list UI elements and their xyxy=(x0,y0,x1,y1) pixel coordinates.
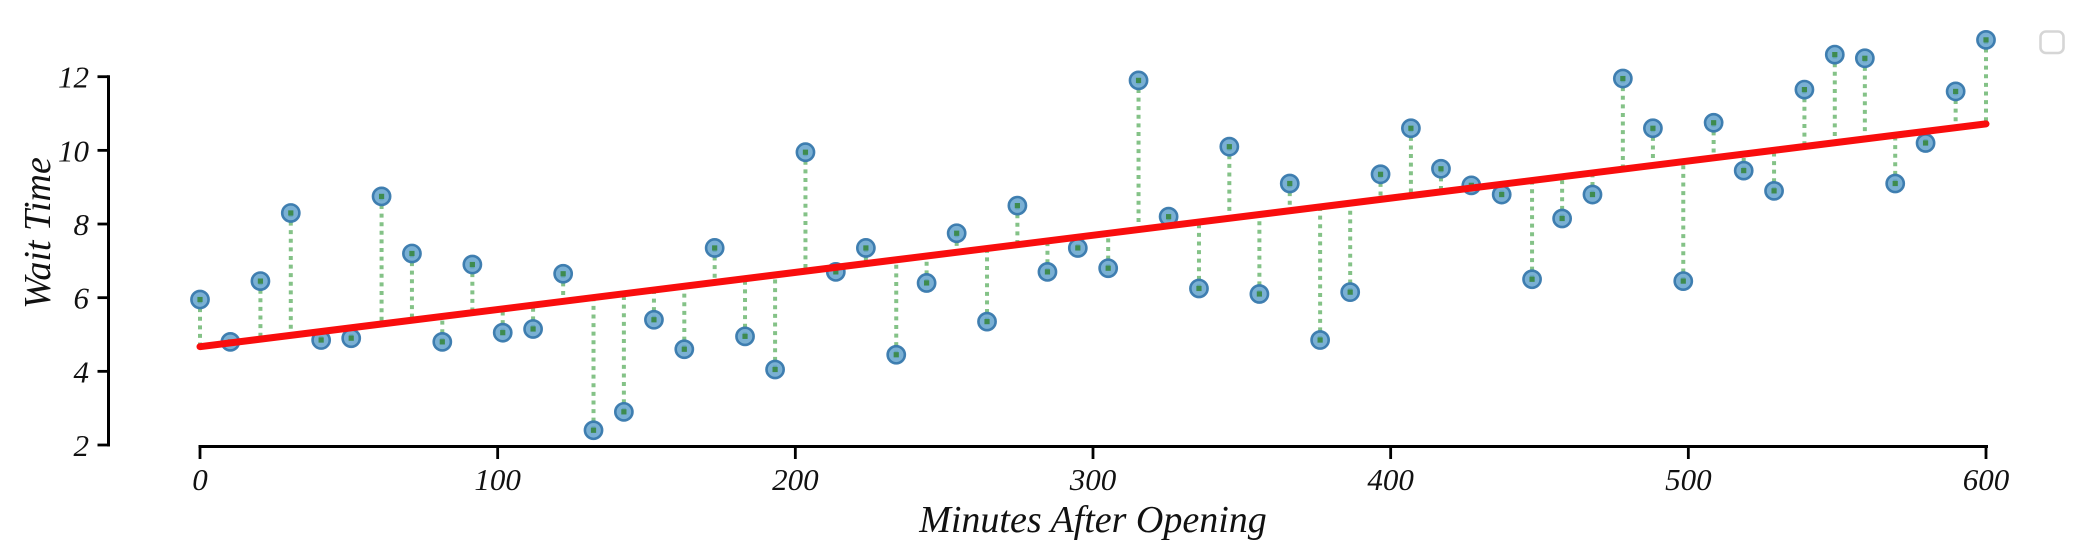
residual-marker xyxy=(560,271,566,277)
residual-marker xyxy=(1014,203,1020,209)
residual-marker xyxy=(712,245,718,251)
trend-line-group xyxy=(196,120,1990,351)
x-tick-label: 300 xyxy=(1069,462,1117,497)
x-axis-label: Minutes After Opening xyxy=(918,499,1267,541)
y-tick-label: 8 xyxy=(74,207,90,242)
residual-marker xyxy=(1801,86,1808,93)
residual-marker xyxy=(1499,191,1505,198)
residual-marker xyxy=(197,296,203,303)
residual-marker xyxy=(288,210,294,216)
residual-marker xyxy=(1105,265,1111,271)
residual-marker xyxy=(1741,168,1747,174)
residual-marker xyxy=(1589,191,1596,198)
residual-marker xyxy=(893,352,899,358)
residual-marker xyxy=(500,330,506,336)
y-tick-label: 6 xyxy=(74,281,90,316)
residual-marker xyxy=(590,427,597,433)
residual-marker xyxy=(1650,125,1656,131)
residual-marker xyxy=(1620,75,1626,82)
residual-marker xyxy=(651,317,657,323)
residual-marker xyxy=(1862,55,1868,61)
residual-marker xyxy=(469,261,475,268)
y-axis-label: Wait Time xyxy=(17,157,59,309)
residual-marker xyxy=(742,333,748,339)
residual-marker xyxy=(1529,276,1535,282)
residual-marker xyxy=(1347,289,1353,295)
residual-marker xyxy=(1680,278,1686,284)
regression-line xyxy=(196,120,1990,351)
residual-marker xyxy=(833,269,839,275)
residual-marker xyxy=(1226,144,1232,150)
residual-marker xyxy=(1559,215,1565,222)
residual-marker xyxy=(1377,171,1384,177)
residual-marker xyxy=(984,319,990,325)
residual-marker xyxy=(924,280,930,286)
residual-marker xyxy=(1166,214,1172,220)
y-tick-labels-group: 2 4 6 8 10 12 xyxy=(58,60,90,463)
x-tick-label: 200 xyxy=(772,462,819,497)
residual-marker xyxy=(1953,88,1959,95)
residual-marker xyxy=(378,193,385,199)
residual-marker xyxy=(1922,140,1929,146)
residual-marker xyxy=(318,337,324,343)
residual-marker xyxy=(772,366,778,373)
residual-marker xyxy=(1771,188,1777,194)
y-tick-label: 12 xyxy=(58,60,89,95)
residual-marker xyxy=(1287,180,1293,187)
residual-marker xyxy=(1408,125,1414,131)
x-tick-label: 600 xyxy=(1963,462,2010,497)
residual-marker xyxy=(1196,285,1202,292)
residual-marker xyxy=(1438,166,1444,172)
x-tick-labels-group: 0 100 200 300 400 500 600 xyxy=(192,462,2010,497)
residual-marker xyxy=(257,278,264,284)
residual-marker xyxy=(1135,77,1142,83)
residual-marker xyxy=(621,409,627,415)
residual-marker xyxy=(1317,337,1323,343)
residual-marker xyxy=(681,346,687,352)
residual-marker xyxy=(1892,180,1898,187)
residual-marker xyxy=(530,326,536,332)
residual-marker xyxy=(863,245,869,251)
x-tick-label: 100 xyxy=(474,462,521,497)
y-tick-label: 4 xyxy=(74,354,90,389)
residual-marker xyxy=(348,335,354,341)
residual-marker xyxy=(1075,245,1081,251)
residual-marker xyxy=(954,230,960,236)
residual-marker xyxy=(802,149,809,155)
x-tick-label: 500 xyxy=(1665,462,1712,497)
axes-group xyxy=(97,75,1988,459)
x-tick-label: 0 xyxy=(192,462,208,497)
residual-marker xyxy=(1983,37,1989,43)
residual-marker xyxy=(409,250,415,257)
y-tick-label: 10 xyxy=(58,133,90,168)
residual-marker xyxy=(1711,120,1717,126)
residual-marker xyxy=(1256,291,1262,297)
residual-marker xyxy=(1044,269,1051,275)
x-tick-label: 400 xyxy=(1367,462,1414,497)
legend-box xyxy=(2039,30,2065,55)
y-tick-label: 2 xyxy=(74,428,90,463)
residual-marker xyxy=(1832,52,1838,58)
scatter-points-group xyxy=(190,29,1996,441)
residual-marker xyxy=(439,339,445,345)
